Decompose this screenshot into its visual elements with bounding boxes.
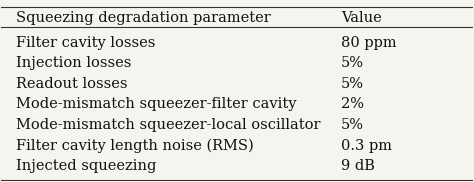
Text: Squeezing degradation parameter: Squeezing degradation parameter xyxy=(16,11,270,25)
Text: 2%: 2% xyxy=(341,97,364,111)
Text: 9 dB: 9 dB xyxy=(341,159,374,173)
Text: 5%: 5% xyxy=(341,77,364,91)
Text: 5%: 5% xyxy=(341,118,364,132)
Text: Mode-mismatch squeezer-local oscillator: Mode-mismatch squeezer-local oscillator xyxy=(16,118,320,132)
Text: Mode-mismatch squeezer-filter cavity: Mode-mismatch squeezer-filter cavity xyxy=(16,97,296,111)
Text: 5%: 5% xyxy=(341,56,364,70)
Text: Filter cavity losses: Filter cavity losses xyxy=(16,36,155,50)
Text: Filter cavity length noise (RMS): Filter cavity length noise (RMS) xyxy=(16,139,253,153)
Text: Readout losses: Readout losses xyxy=(16,77,127,91)
Text: Injection losses: Injection losses xyxy=(16,56,131,70)
Text: Value: Value xyxy=(341,11,382,25)
Text: 0.3 pm: 0.3 pm xyxy=(341,139,392,153)
Text: Injected squeezing: Injected squeezing xyxy=(16,159,156,173)
Text: 80 ppm: 80 ppm xyxy=(341,36,396,50)
